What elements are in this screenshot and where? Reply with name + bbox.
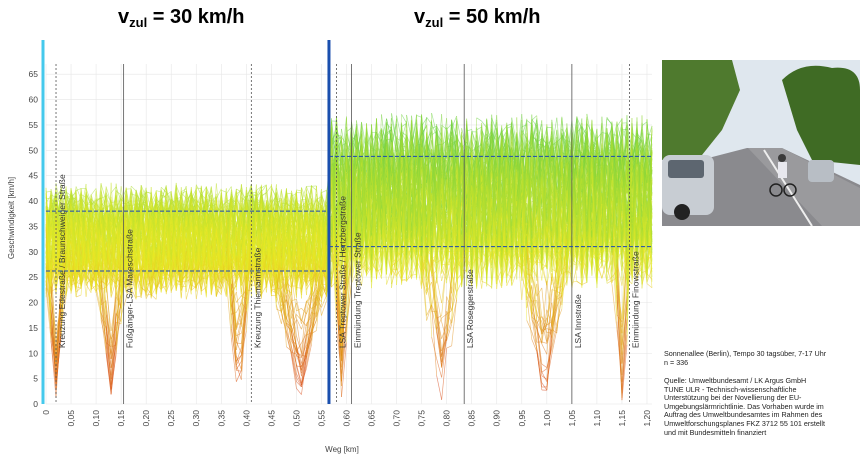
speed-trace-segment — [296, 302, 302, 324]
speed-trace-segment — [451, 299, 458, 324]
speed-trace-segment — [451, 297, 458, 346]
speed-trace-segment — [291, 355, 297, 389]
speed-trace-segment — [431, 304, 437, 376]
speed-trace-segment — [236, 332, 242, 336]
speed-trace-segment — [235, 314, 242, 330]
speed-trace-segment — [531, 115, 538, 121]
speed-trace-segment — [541, 341, 547, 344]
speed-trace-segment — [296, 388, 302, 395]
speed-traces — [45, 113, 653, 401]
speed-trace-segment — [306, 338, 312, 366]
speed-trace-segment — [446, 345, 452, 349]
speed-trace-segment — [205, 190, 212, 201]
speed-trace-segment — [436, 277, 442, 304]
speed-trace-segment — [621, 297, 628, 328]
speed-trace-segment — [446, 123, 452, 130]
heading-30: vzul = 30 km/h — [118, 6, 245, 30]
speed-trace-segment — [601, 261, 608, 282]
speed-trace-segment — [431, 336, 437, 359]
speed-trace-segment — [441, 348, 448, 400]
speed-trace-segment — [286, 331, 292, 356]
speed-trace-segment — [281, 314, 287, 332]
speed-trace-segment — [641, 121, 648, 126]
speed-trace-segment — [261, 185, 267, 193]
speed-trace-segment — [306, 344, 312, 369]
speed-trace-segment — [235, 291, 242, 327]
speed-trace-segment — [486, 283, 492, 288]
speed-trace-segment — [276, 295, 282, 314]
speed-trace-segment — [436, 358, 442, 378]
heading-50: vzul = 50 km/h — [414, 6, 541, 30]
speed-trace-segment — [301, 302, 307, 353]
speed-trace-segment — [426, 281, 432, 294]
speed-trace-segment — [296, 189, 302, 192]
speed-trace-segment — [436, 295, 442, 323]
speed-trace-segment — [236, 295, 242, 303]
speed-trace-segment — [556, 308, 563, 324]
speed-trace-segment — [621, 344, 628, 401]
speed-trace-segment — [261, 184, 267, 189]
speed-trace-segment — [446, 324, 453, 341]
speed-trace-segment — [476, 117, 482, 122]
speed-trace-segment — [491, 117, 498, 133]
speed-trace-segment — [301, 358, 307, 395]
speed-trace-segment — [291, 353, 297, 382]
speed-trace-segment — [205, 186, 212, 199]
speed-trace-segment — [541, 368, 548, 373]
speed-trace-segment — [221, 189, 227, 193]
speed-trace-segment — [296, 381, 302, 388]
speed-trace-segment — [436, 375, 442, 400]
speed-trace-segment — [571, 280, 577, 283]
